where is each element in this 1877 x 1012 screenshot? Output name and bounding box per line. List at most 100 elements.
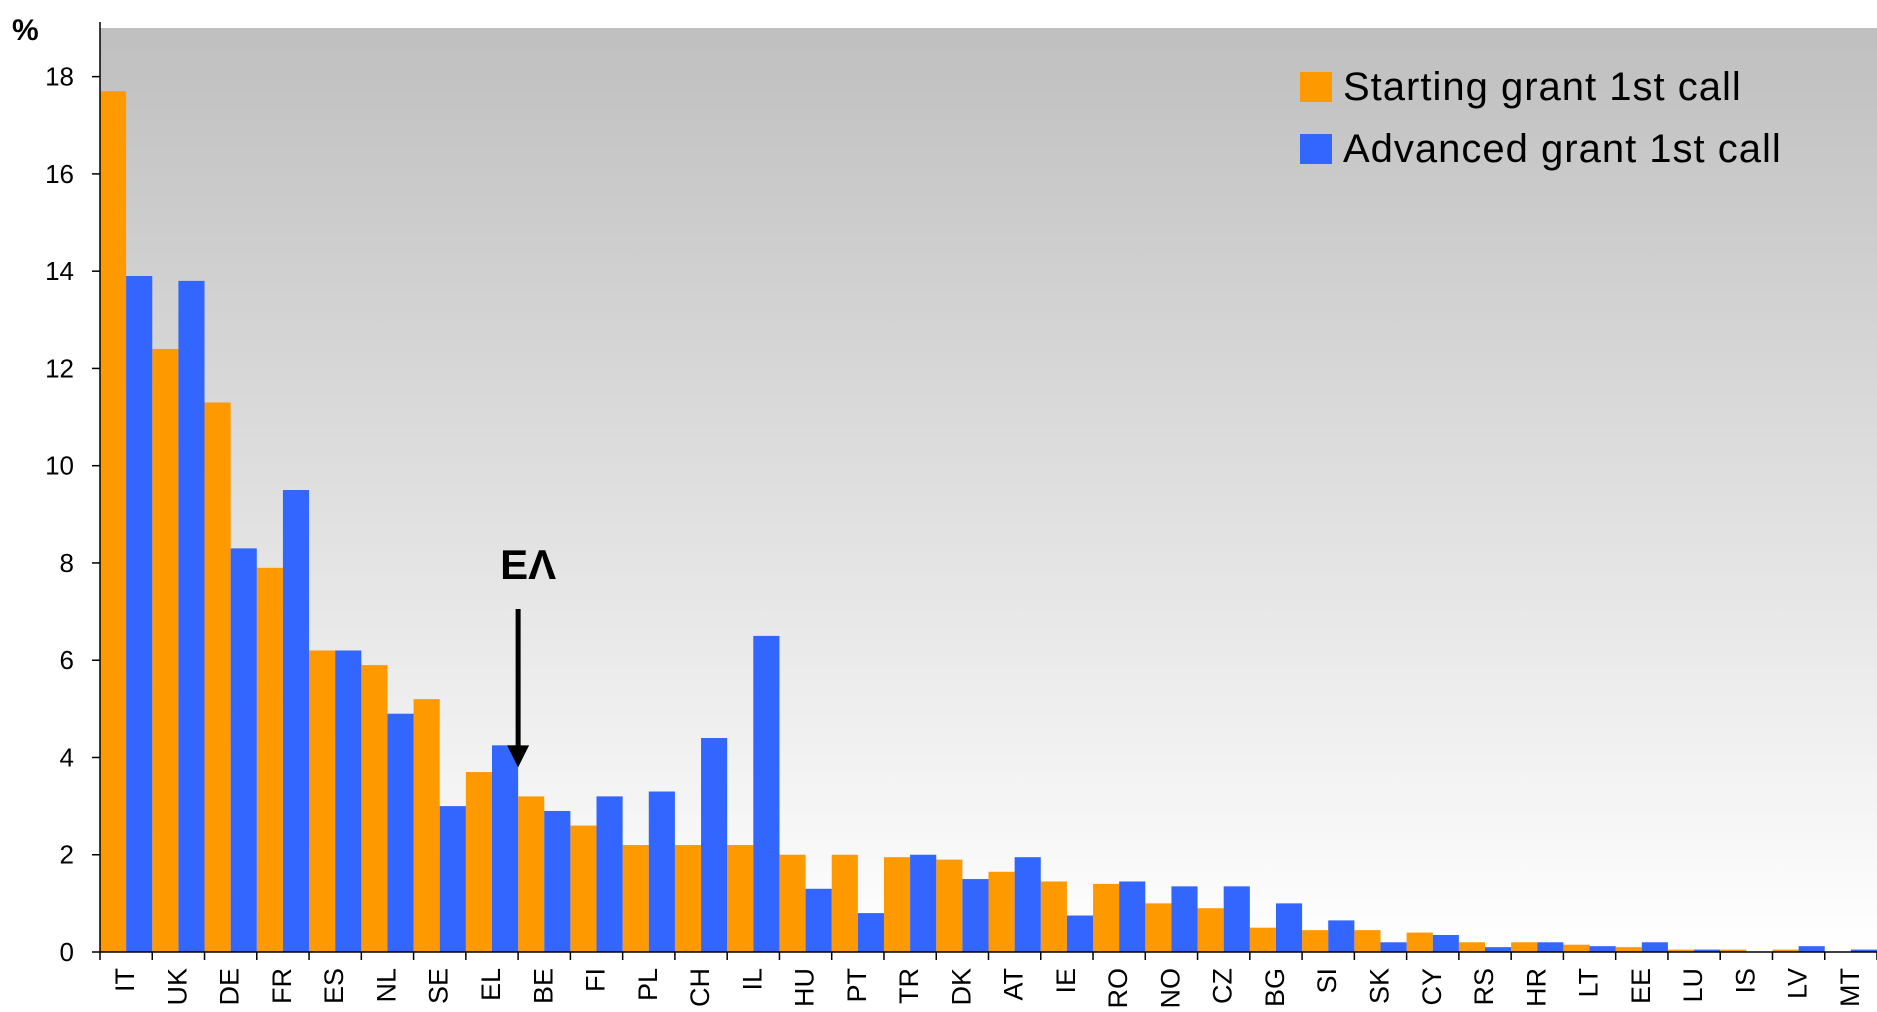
- bar-ee-series-1: [1615, 947, 1642, 952]
- legend-swatch-2: [1300, 134, 1332, 164]
- bar-no-series-1: [1145, 903, 1172, 952]
- bar-dk-series-2: [962, 879, 989, 952]
- x-tick-label-cy: CY: [1417, 968, 1447, 1006]
- x-tick-label-nl: NL: [371, 968, 401, 1003]
- y-tick-label-16: 16: [45, 159, 74, 189]
- bars-group: [100, 91, 1877, 953]
- bar-ro-series-2: [1119, 881, 1146, 952]
- bar-pl-series-2: [648, 791, 675, 952]
- bar-nl-series-2: [387, 713, 414, 952]
- x-tick-label-is: IS: [1730, 968, 1760, 994]
- annotation-group: ΕΛ: [500, 541, 556, 768]
- bar-es-series-1: [309, 650, 336, 952]
- bar-ro-series-1: [1093, 883, 1120, 952]
- x-tick-label-rs: RS: [1469, 968, 1499, 1006]
- bar-tr-series-2: [910, 854, 937, 952]
- bar-el-series-1: [465, 772, 492, 952]
- y-tick-label-14: 14: [45, 256, 74, 286]
- x-tick-label-at: AT: [999, 968, 1029, 1001]
- y-tick-label-0: 0: [60, 937, 74, 967]
- bar-de-series-2: [230, 548, 257, 952]
- bar-ie-series-2: [1066, 915, 1094, 952]
- bar-at-series-2: [1014, 857, 1041, 952]
- bar-de-series-1: [204, 402, 231, 953]
- y-tick-label-8: 8: [60, 548, 74, 578]
- legend-label-1: Starting grant 1st call: [1343, 65, 1742, 109]
- y-tick-label-12: 12: [45, 353, 74, 383]
- bar-it-series-1: [100, 91, 127, 953]
- bar-hu-series-1: [779, 854, 806, 952]
- x-tick-label-cz: CZ: [1208, 968, 1238, 1004]
- bar-pt-series-1: [831, 854, 858, 952]
- bar-si-series-2: [1328, 920, 1355, 952]
- x-tick-label-de: DE: [215, 968, 245, 1006]
- x-tick-label-el: EL: [476, 968, 506, 1001]
- bar-rs-series-2: [1485, 947, 1512, 952]
- y-tick-label-18: 18: [45, 62, 74, 92]
- bar-se-series-2: [439, 806, 466, 952]
- bar-il-series-2: [753, 635, 780, 952]
- legend-label-2: Advanced grant 1st call: [1343, 127, 1782, 171]
- x-tick-label-ie: IE: [1051, 968, 1081, 994]
- bar-si-series-1: [1302, 930, 1329, 952]
- bar-hr-series-2: [1537, 942, 1564, 952]
- bar-fr-series-1: [256, 567, 283, 952]
- bar-fr-series-2: [282, 490, 310, 952]
- bar-it-series-2: [126, 276, 153, 952]
- annotation-label: ΕΛ: [500, 541, 556, 588]
- x-tick-label-bg: BG: [1260, 968, 1290, 1007]
- bar-hr-series-1: [1511, 942, 1538, 952]
- y-tick-label-10: 10: [45, 451, 74, 481]
- bar-il-series-1: [727, 845, 754, 952]
- bar-hu-series-2: [805, 888, 832, 952]
- bar-lu-series-2: [1694, 949, 1721, 952]
- bar-lv-series-2: [1798, 946, 1825, 952]
- bar-bg-series-2: [1275, 903, 1303, 952]
- bar-ch-series-2: [701, 738, 728, 952]
- x-tick-label-lv: LV: [1783, 968, 1813, 999]
- bar-ch-series-1: [674, 845, 702, 952]
- bar-lt-series-2: [1589, 946, 1616, 952]
- x-tick-label-hr: HR: [1521, 968, 1551, 1007]
- x-tick-label-ro: RO: [1103, 968, 1133, 1009]
- x-tick-label-fi: FI: [581, 968, 611, 992]
- bar-no-series-2: [1171, 886, 1198, 952]
- bar-fi-series-2: [596, 796, 623, 952]
- y-axis-unit-label: %: [12, 14, 39, 47]
- x-tick-label-ee: EE: [1626, 968, 1656, 1004]
- x-tick-label-fr: FR: [267, 968, 297, 1004]
- x-tick-label-sk: SK: [1364, 968, 1394, 1004]
- bar-lu-series-1: [1667, 949, 1695, 952]
- bar-is-series-1: [1720, 949, 1747, 952]
- bar-ee-series-2: [1641, 942, 1668, 952]
- bar-fi-series-1: [570, 825, 597, 952]
- bar-lv-series-1: [1772, 949, 1799, 952]
- y-tick-label-4: 4: [60, 742, 74, 772]
- bar-se-series-1: [413, 699, 440, 952]
- bar-cy-series-1: [1406, 932, 1433, 952]
- x-tick-label-pl: PL: [633, 968, 663, 1001]
- bar-cy-series-2: [1432, 934, 1459, 952]
- x-tick-label-lt: LT: [1574, 968, 1604, 998]
- bar-uk-series-2: [178, 280, 205, 952]
- x-tick-label-se: SE: [424, 968, 454, 1004]
- axes-group: 0 2 4 6 8 10 12 14 16 18% IT UK DE FR ES NL SE EL BE FI PL CH…: [12, 14, 1877, 1009]
- x-tick-label-il: IL: [737, 968, 767, 991]
- x-tick-label-pt: PT: [842, 968, 872, 1003]
- x-tick-label-ch: CH: [685, 968, 715, 1007]
- bar-pt-series-2: [857, 913, 884, 952]
- bar-cz-series-1: [1197, 908, 1224, 952]
- x-tick-label-es: ES: [319, 968, 349, 1004]
- bar-rs-series-1: [1458, 942, 1486, 952]
- bar-be-series-2: [544, 810, 571, 952]
- y-tick-label-6: 6: [60, 645, 74, 675]
- x-tick-label-dk: DK: [946, 968, 976, 1006]
- bar-uk-series-1: [152, 348, 179, 953]
- bar-bg-series-1: [1249, 927, 1276, 952]
- x-tick-label-uk: UK: [162, 968, 192, 1006]
- bar-cz-series-2: [1223, 886, 1250, 952]
- bar-nl-series-1: [361, 665, 388, 952]
- legend-swatch-1: [1300, 72, 1332, 102]
- y-tick-label-2: 2: [60, 840, 74, 870]
